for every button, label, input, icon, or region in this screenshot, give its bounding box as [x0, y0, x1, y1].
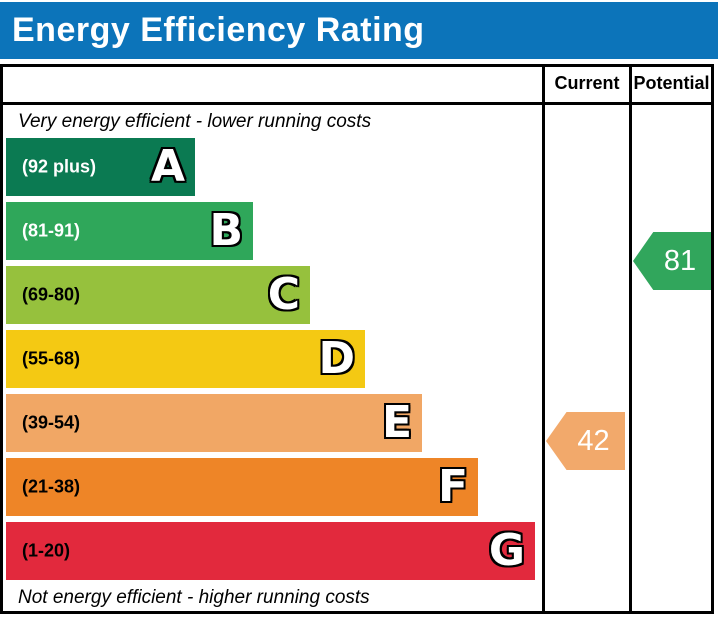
band-row-c: (69-80) C [6, 266, 535, 324]
band-range-label: (69-80) [22, 284, 81, 305]
band-bar-d: (55-68) D [6, 330, 365, 388]
band-letter: B [208, 205, 244, 256]
band-letter: G [488, 525, 526, 576]
page-title: Energy Efficiency Rating [12, 11, 425, 49]
band-letter: E [381, 397, 413, 448]
band-row-b: (81-91) B [6, 202, 535, 260]
potential-rating-arrow: 81 [633, 232, 711, 290]
band-bar-e: (39-54) E [6, 394, 422, 452]
band-bar-a: (92 plus) A [6, 138, 195, 196]
band-range-label: (81-91) [22, 220, 81, 241]
current-column-divider [542, 67, 545, 611]
band-bar-f: (21-38) F [6, 458, 478, 516]
band-range-label: (92 plus) [22, 156, 97, 177]
band-letter: F [437, 461, 469, 512]
potential-rating-value: 81 [663, 244, 697, 277]
band-range-label: (21-38) [22, 476, 81, 497]
band-row-d: (55-68) D [6, 330, 535, 388]
current-rating-arrow: 42 [546, 412, 625, 470]
band-row-g: (1-20) G [6, 522, 535, 580]
top-note: Very energy efficient - lower running co… [18, 111, 372, 132]
bottom-note: Not energy efficient - higher running co… [18, 587, 370, 608]
band-letter: A [150, 141, 186, 192]
column-header-current: Current [554, 73, 620, 93]
band-bar-g: (1-20) G [6, 522, 535, 580]
band-bar-c: (69-80) C [6, 266, 310, 324]
header-bar: Energy Efficiency Rating [0, 2, 718, 59]
band-bar-b: (81-91) B [6, 202, 253, 260]
band-range-label: (1-20) [22, 540, 71, 561]
column-header-potential: Potential [633, 73, 710, 93]
band-letter: D [317, 333, 356, 384]
energy-rating-chart: Current Potential Very energy efficient … [0, 64, 714, 614]
band-letter: C [267, 269, 301, 320]
band-row-a: (92 plus) A [6, 138, 535, 196]
band-range-label: (55-68) [22, 348, 81, 369]
header-divider-line [3, 102, 711, 105]
band-row-f: (21-38) F [6, 458, 535, 516]
band-row-e: (39-54) E [6, 394, 535, 452]
current-rating-value: 42 [577, 424, 610, 457]
band-range-label: (39-54) [22, 412, 81, 433]
rating-bands: (92 plus) A (81-91) B (69-80) C (55-68) D (39-54… [6, 138, 535, 586]
potential-column-divider [629, 67, 632, 611]
